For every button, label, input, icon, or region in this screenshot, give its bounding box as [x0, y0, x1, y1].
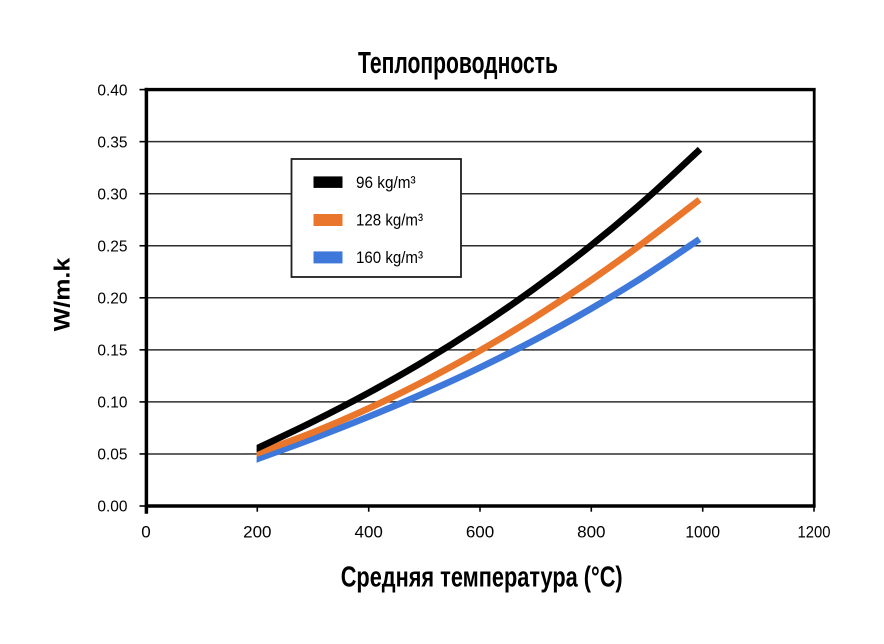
svg-text:400: 400	[355, 522, 383, 541]
svg-text:1000: 1000	[685, 522, 720, 541]
svg-text:Средняя температура (°C): Средняя температура (°C)	[341, 561, 623, 593]
svg-text:600: 600	[466, 522, 494, 541]
svg-text:200: 200	[243, 522, 271, 541]
svg-text:0.25: 0.25	[97, 238, 127, 255]
svg-text:0.00: 0.00	[97, 499, 128, 516]
svg-text:0.40: 0.40	[97, 82, 128, 99]
svg-text:96 kg/m³: 96 kg/m³	[356, 173, 416, 192]
svg-text:0.30: 0.30	[97, 186, 128, 203]
svg-text:0.10: 0.10	[97, 395, 128, 412]
svg-text:1200: 1200	[798, 522, 831, 541]
svg-text:0.35: 0.35	[97, 134, 127, 151]
svg-text:128 kg/m³: 128 kg/m³	[356, 210, 423, 229]
svg-text:W/m.k: W/m.k	[50, 257, 75, 331]
svg-text:Теплопроводность: Теплопроводность	[358, 46, 558, 80]
svg-text:160 kg/m³: 160 kg/m³	[356, 248, 423, 267]
svg-text:0.05: 0.05	[97, 447, 127, 464]
svg-text:0.20: 0.20	[97, 290, 128, 307]
svg-text:0.15: 0.15	[97, 343, 127, 360]
svg-text:0: 0	[141, 522, 150, 541]
svg-text:800: 800	[577, 522, 605, 541]
